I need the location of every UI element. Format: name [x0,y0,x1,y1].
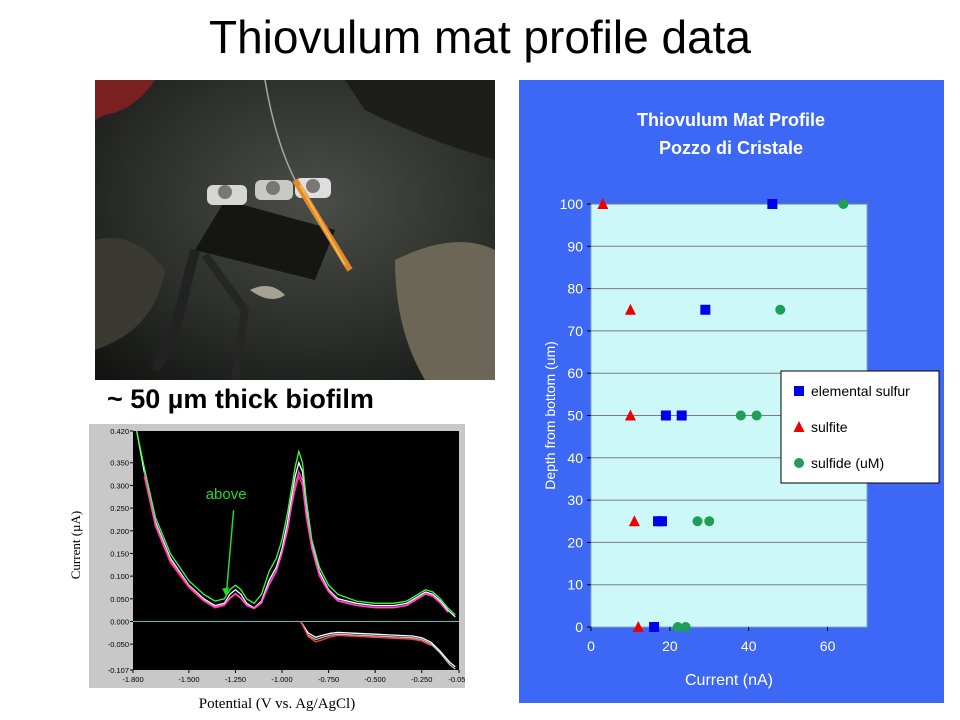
voltammogram-x-tick-label: -1.500 [178,675,199,684]
voltammogram-y-tick-label: 0.420 [110,427,129,436]
voltammogram-x-tick-label: -0.250 [411,675,432,684]
field-electrode-photo-icon [95,80,495,380]
profile-x-tick-label: 40 [741,638,757,654]
voltammogram-y-tick-label: 0.000 [110,617,129,626]
voltammogram-series-line [300,621,432,647]
voltammogram-x-tick-label: -1.800 [122,675,143,684]
profile-y-tick-label: 40 [567,450,583,466]
profile-data-point [660,410,671,421]
profile-legend-label: sulfide (uM) [811,455,884,471]
profile-legend-marker [793,421,805,432]
voltammogram-x-tick-label: -0.050 [448,675,465,684]
annotation-arrow-head [222,587,230,597]
profile-data-point [767,199,778,209]
profile-y-tick-label: 80 [567,281,583,297]
voltammogram-chart: 0.420 0.350 0.300 0.250 0.200 0.150 0.100 0.050… [89,424,470,688]
voltammogram-y-tick-label: 0.300 [110,481,129,490]
profile-data-point [680,622,691,632]
voltammogram-x-tick-label: -0.500 [365,675,386,684]
profile-y-tick-label: 60 [567,365,583,381]
profile-x-tick-label: 60 [820,638,836,654]
voltammogram-series-line [300,621,456,668]
profile-data-point [624,303,636,315]
profile-data-point [838,199,849,209]
voltammogram-x-tick-label: -1.250 [225,675,246,684]
voltammogram-y-tick-label: 0.350 [110,459,129,468]
profile-chart-subtitle: Pozzo di Cristale [659,138,803,158]
voltammogram-plot-area [133,431,459,670]
profile-legend [780,370,940,484]
profile-legend-marker [794,386,804,396]
profile-data-point [649,622,660,632]
voltammogram-x-axis-label: Potential (V vs. Ag/AgCl) [198,696,356,712]
voltammogram-y-tick-label: 0.100 [110,572,129,581]
profile-data-point [672,622,683,632]
voltammogram-series-line [136,430,456,616]
profile-legend-label: elemental sulfur [811,383,910,399]
annotation-arrow-line [225,510,235,597]
profile-data-point [751,410,762,421]
slide-title: Thiovulum mat profile data [208,11,752,63]
profile-data-point [775,304,786,315]
profile-x-axis-label: Current (nA) [685,672,773,689]
profile-data-point [735,410,746,421]
profile-y-axis-label: Depth from bottom (um) [542,341,558,490]
voltammogram-x-tick-label: -1.000 [271,675,292,684]
voltammogram-y-axis-label: Current (µA) [68,510,83,580]
profile-y-tick-label: 30 [567,492,583,508]
profile-data-point [692,516,703,527]
voltammogram-annotation: above [206,486,247,503]
profile-y-tick-label: 70 [567,323,583,339]
profile-data-point [704,516,715,527]
voltammogram-y-axis-label-wrap: Current (µA) [64,470,88,620]
voltammogram-x-tick-label: -0.750 [318,675,339,684]
photo-caption: ~ 50 µm thick biofilm [107,384,374,414]
voltammogram-y-tick-label: 0.200 [110,527,129,536]
profile-chart-svg: Thiovulum Mat Profile Pozzo di Cristale 0 1… [519,80,944,703]
voltammogram-series-line [300,621,456,670]
profile-y-tick-label: 50 [567,408,583,424]
voltammogram-y-tick-label: 0.250 [110,504,129,513]
voltammogram-series-line [143,469,449,613]
voltammogram-y-tick-label: -0.107 [108,666,129,675]
profile-chart-title: Thiovulum Mat Profile [637,110,825,130]
voltammogram-svg: 0.420 0.350 0.300 0.250 0.200 0.150 0.100 0.050… [89,424,470,688]
profile-data-point [624,409,636,421]
profile-data-point [700,304,711,315]
voltammogram-y-tick-label: 0.050 [110,595,129,604]
profile-x-tick-label: 20 [662,638,678,654]
profile-legend-marker [794,458,804,468]
profile-data-point [632,621,644,632]
profile-y-tick-label: 0 [575,619,583,635]
voltammogram-y-tick-label: -0.050 [108,640,129,649]
profile-y-tick-label: 20 [567,534,583,550]
profile-y-tick-label: 90 [567,238,583,254]
profile-legend-label: sulfite [811,419,848,435]
profile-y-tick-label: 100 [560,196,584,212]
voltammogram-series-line [136,430,456,618]
profile-y-tick-label: 10 [567,577,583,593]
profile-data-point [628,515,640,527]
profile-data-point [656,516,667,527]
profile-x-tick-label: 0 [587,638,595,654]
field-photo [95,80,495,380]
profile-data-point [597,198,609,209]
voltammogram-y-tick-label: 0.150 [110,549,129,558]
profile-chart: Thiovulum Mat Profile Pozzo di Cristale 0 1… [519,80,944,703]
profile-data-point [676,410,687,421]
